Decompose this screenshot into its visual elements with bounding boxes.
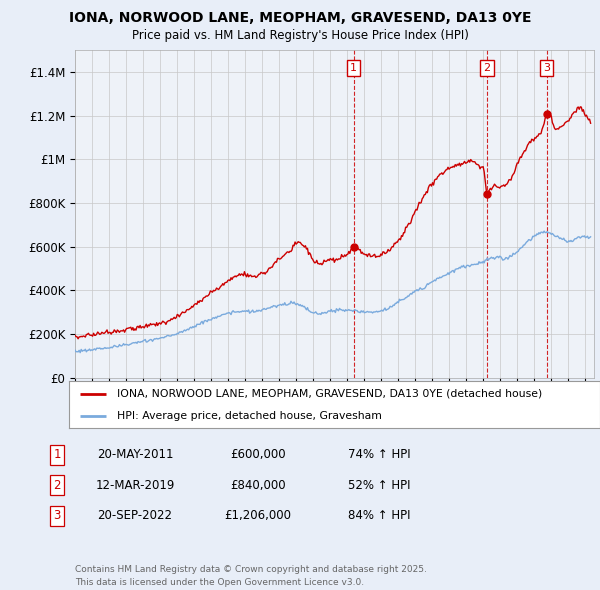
Text: This data is licensed under the Open Government Licence v3.0.: This data is licensed under the Open Gov…: [75, 578, 364, 587]
Text: IONA, NORWOOD LANE, MEOPHAM, GRAVESEND, DA13 0YE (detached house): IONA, NORWOOD LANE, MEOPHAM, GRAVESEND, …: [117, 389, 542, 399]
Point: [349, 242, 358, 251]
Text: 84% ↑ HPI: 84% ↑ HPI: [348, 509, 410, 522]
Text: HPI: Average price, detached house, Gravesham: HPI: Average price, detached house, Grav…: [117, 411, 382, 421]
Text: 1: 1: [350, 63, 357, 73]
Text: 3: 3: [53, 509, 61, 522]
Point: [542, 110, 551, 119]
Text: £600,000: £600,000: [230, 448, 286, 461]
Text: Price paid vs. HM Land Registry's House Price Index (HPI): Price paid vs. HM Land Registry's House …: [131, 29, 469, 42]
Text: 52% ↑ HPI: 52% ↑ HPI: [348, 478, 410, 492]
Text: 12-MAR-2019: 12-MAR-2019: [95, 478, 175, 492]
Text: 20-MAY-2011: 20-MAY-2011: [97, 448, 173, 461]
Text: 2: 2: [53, 478, 61, 492]
Text: 2: 2: [483, 63, 490, 73]
Text: 1: 1: [53, 448, 61, 461]
Text: £840,000: £840,000: [230, 478, 286, 492]
Text: 74% ↑ HPI: 74% ↑ HPI: [348, 448, 410, 461]
Text: Contains HM Land Registry data © Crown copyright and database right 2025.: Contains HM Land Registry data © Crown c…: [75, 565, 427, 574]
Text: 3: 3: [543, 63, 550, 73]
Text: IONA, NORWOOD LANE, MEOPHAM, GRAVESEND, DA13 0YE: IONA, NORWOOD LANE, MEOPHAM, GRAVESEND, …: [69, 11, 531, 25]
Text: £1,206,000: £1,206,000: [224, 509, 292, 522]
Text: 20-SEP-2022: 20-SEP-2022: [97, 509, 173, 522]
Point: [482, 189, 491, 199]
